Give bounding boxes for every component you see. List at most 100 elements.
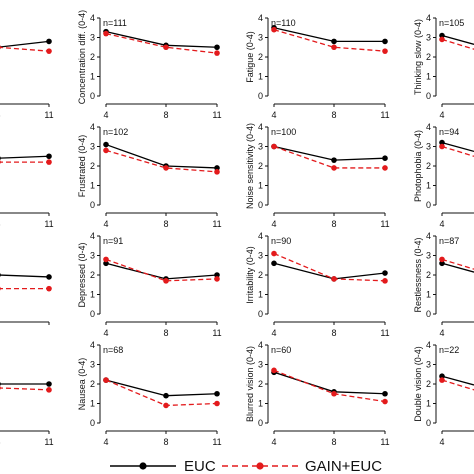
series-line-gain-euc (105, 258, 218, 282)
data-point-gain-euc (331, 44, 337, 51)
y-tick-label: 2 (90, 270, 95, 280)
sample-size-label: n=100 (271, 127, 296, 137)
y-tick-label: 4 (258, 340, 263, 350)
y-axis-label: Depressed (0-4) (77, 242, 87, 307)
y-tick-label: 2 (90, 379, 95, 389)
x-tick-label: 11 (380, 110, 389, 120)
x-tick-label: 4 (271, 219, 276, 229)
data-point-euc (331, 157, 337, 163)
series-line-euc (273, 145, 386, 161)
data-point-gain-euc (46, 387, 52, 393)
y-axis-label: Blurred vision (0-4) (245, 346, 255, 422)
y-tick-label: 1 (258, 72, 263, 82)
y-tick-label: 0 (426, 418, 431, 428)
y-tick-label: 0 (258, 309, 263, 319)
data-point-gain-euc (0, 45, 1, 50)
x-tick-label: 8 (163, 219, 168, 229)
series-line-gain-euc (273, 369, 386, 403)
series-line-gain-euc (0, 387, 50, 391)
y-axis-label: Thinking slow (0-4) (413, 19, 423, 95)
y-tick-label: 4 (90, 340, 95, 350)
x-tick-label: 4 (271, 110, 276, 120)
sample-size-label: n=110 (271, 18, 296, 28)
y-tick-label: 4 (258, 231, 263, 241)
series-line-euc (105, 31, 218, 48)
sample-size-label: n=22 (439, 345, 459, 355)
data-point-gain-euc (163, 402, 169, 409)
data-point-euc (439, 260, 445, 267)
y-axis-label: Noise sensitivity (0-4) (245, 123, 255, 209)
data-point-gain-euc (271, 367, 277, 374)
y-tick-label: 0 (258, 418, 263, 428)
y-tick-label: 0 (258, 200, 263, 210)
data-point-euc (382, 270, 388, 276)
series-line-euc (441, 262, 474, 273)
y-axis-label: Fatigue (0-4) (245, 31, 255, 83)
x-tick-label: 11 (212, 110, 221, 120)
data-point-gain-euc (331, 276, 337, 282)
x-tick-label: 11 (212, 437, 221, 447)
y-tick-label: 0 (90, 418, 95, 428)
y-axis-label: Restlessness (0-4) (413, 237, 423, 312)
y-tick-label: 1 (426, 181, 431, 191)
data-point-gain-euc (163, 165, 169, 171)
data-point-gain-euc (163, 278, 169, 284)
y-tick-label: 4 (426, 13, 431, 23)
y-tick-label: 3 (258, 360, 263, 370)
data-point-euc (46, 274, 52, 280)
y-tick-label: 1 (90, 181, 95, 191)
data-point-euc (46, 381, 52, 387)
sample-size-label: n=105 (439, 18, 464, 28)
y-tick-label: 3 (90, 33, 95, 43)
data-point-gain-euc (382, 48, 388, 54)
data-point-gain-euc (439, 256, 445, 263)
y-axis-label: Frustrated (0-4) (77, 135, 87, 198)
panel: 8 11 (0, 38, 54, 120)
data-point-euc (214, 44, 220, 51)
y-tick-label: 1 (258, 181, 263, 191)
sample-size-label: n=102 (103, 127, 128, 137)
data-point-euc (439, 139, 445, 146)
data-point-gain-euc (0, 160, 1, 165)
data-point-gain-euc (0, 286, 1, 291)
data-point-euc (46, 153, 52, 160)
series-line-euc (0, 155, 50, 159)
y-tick-label: 3 (90, 251, 95, 261)
data-point-euc (0, 273, 1, 277)
x-tick-label: 8 (331, 437, 336, 447)
series-line-euc (0, 274, 50, 278)
y-tick-label: 3 (426, 33, 431, 43)
x-tick-label: 4 (439, 110, 444, 120)
y-tick-label: 1 (258, 399, 263, 409)
y-tick-label: 3 (426, 360, 431, 370)
data-point-euc (214, 165, 220, 171)
sample-size-label: n=60 (271, 345, 291, 355)
y-tick-label: 0 (426, 200, 431, 210)
series-line-gain-euc (105, 149, 218, 173)
x-tick-label: 8 (331, 110, 336, 120)
y-tick-label: 4 (258, 13, 263, 23)
data-point-euc (382, 155, 388, 161)
data-point-gain-euc (103, 256, 109, 263)
series-line-gain-euc (441, 379, 474, 391)
y-tick-label: 2 (258, 379, 263, 389)
data-point-euc (103, 141, 109, 148)
x-tick-label: 8 (163, 328, 168, 338)
sample-size-label: n=68 (103, 345, 123, 355)
x-tick-label: 4 (271, 437, 276, 447)
y-tick-label: 1 (258, 290, 263, 300)
y-tick-label: 3 (90, 142, 95, 152)
y-tick-label: 2 (426, 161, 431, 171)
x-tick-label: 4 (439, 328, 444, 338)
series-line-euc (105, 143, 218, 169)
y-tick-label: 4 (90, 122, 95, 132)
legend-euc-label: EUC (184, 458, 216, 474)
data-point-euc (271, 260, 277, 267)
data-point-gain-euc (271, 250, 277, 257)
panel-grid: 81101234Concentration diff. (0-4)4811n=1… (0, 10, 474, 447)
y-tick-label: 0 (258, 91, 263, 101)
data-point-euc (382, 390, 388, 397)
sample-size-label: n=90 (271, 236, 291, 246)
